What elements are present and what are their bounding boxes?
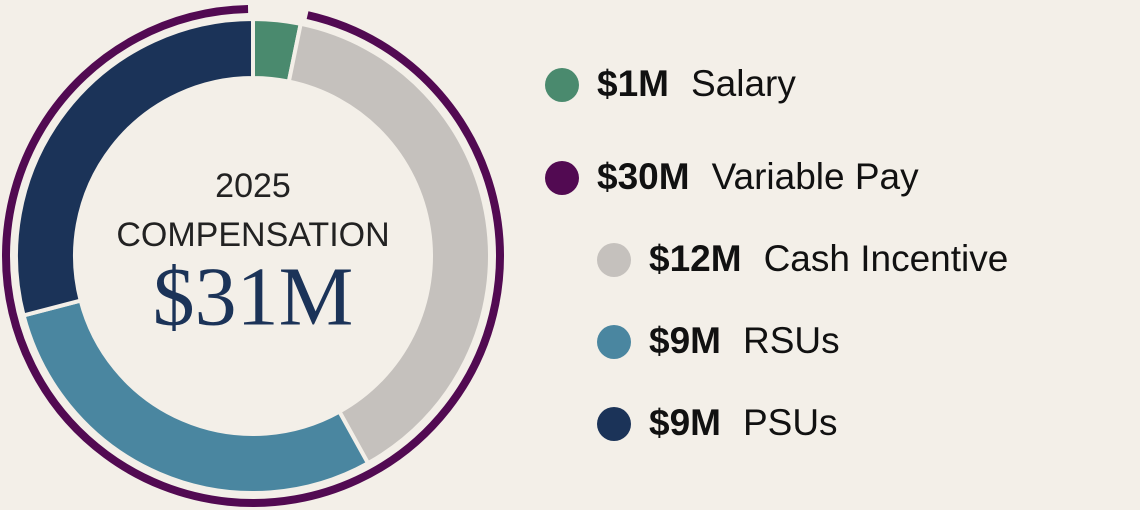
legend-label: Cash Incentive bbox=[764, 238, 1009, 279]
chart-title: 2025 bbox=[215, 167, 291, 205]
chart-subtitle: COMPENSATION bbox=[116, 216, 389, 254]
donut-segment bbox=[14, 16, 255, 318]
legend-label: Variable Pay bbox=[712, 156, 920, 197]
legend-value: $12M bbox=[649, 238, 742, 279]
legend-value: $1M bbox=[597, 63, 669, 104]
legend-swatch bbox=[545, 68, 579, 102]
legend-value: $9M bbox=[649, 402, 721, 443]
legend-value: $30M bbox=[597, 156, 690, 197]
legend-label: Salary bbox=[691, 63, 796, 104]
total-label: $31M bbox=[153, 250, 354, 343]
legend-value: $9M bbox=[649, 320, 721, 361]
legend-swatch bbox=[545, 161, 579, 195]
legend-label: PSUs bbox=[743, 402, 838, 443]
legend-swatch bbox=[597, 407, 631, 441]
outer-arc bbox=[2, 5, 504, 507]
legend-label: RSUs bbox=[743, 320, 840, 361]
donut-segment bbox=[286, 21, 492, 466]
legend-swatch bbox=[597, 243, 631, 277]
legend-swatch bbox=[597, 325, 631, 359]
